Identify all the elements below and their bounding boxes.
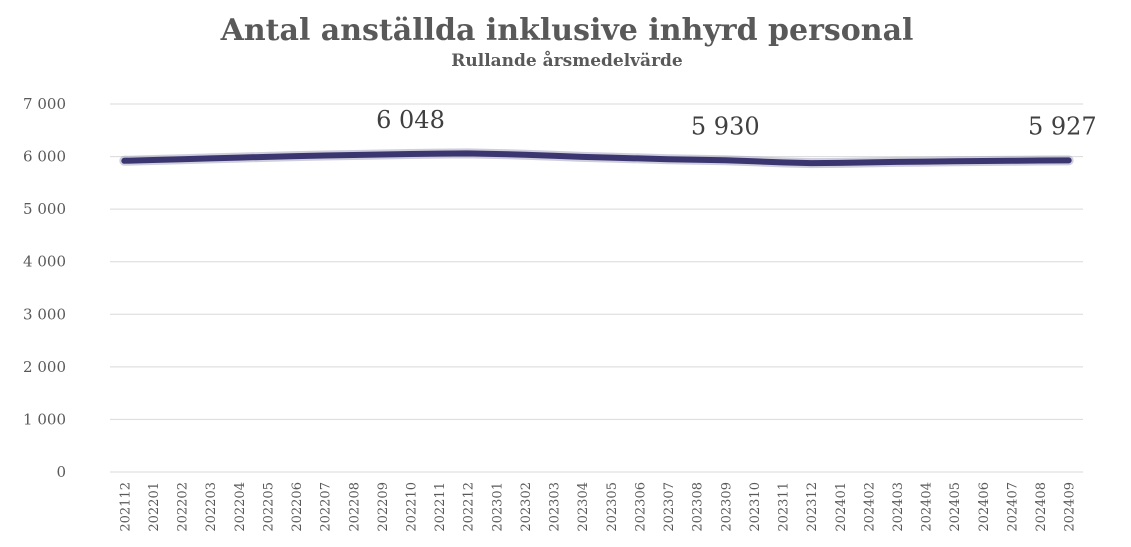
series-line	[121, 150, 1072, 167]
x-tick-label: 202407	[1005, 482, 1020, 532]
data-point	[1066, 158, 1071, 163]
x-tick-label: 202404	[920, 482, 935, 532]
y-tick-label: 6 000	[23, 148, 66, 166]
data-point	[322, 153, 327, 158]
x-tick-label: 202210	[404, 482, 419, 532]
x-tick-label: 202204	[233, 482, 248, 532]
x-tick-label: 202208	[347, 482, 362, 532]
chart-subtitle: Rullande årsmedelvärde	[451, 50, 683, 71]
y-axis-ticks: 0 1 000 2 000 3 000 4 000 5 000 6 000 7 000	[23, 95, 66, 481]
data-point	[923, 159, 928, 164]
data-point	[294, 154, 299, 159]
data-point	[866, 160, 871, 165]
series-layer	[119, 148, 1074, 169]
data-point	[952, 159, 957, 164]
y-tick-label: 1 000	[23, 410, 66, 428]
data-point	[723, 158, 728, 163]
x-tick-label: 202405	[948, 482, 963, 532]
data-point	[637, 156, 642, 161]
data-point	[608, 155, 613, 160]
x-tick-label: 202402	[862, 482, 877, 532]
x-tick-label: 202207	[319, 482, 334, 532]
x-tick-label: 202202	[176, 482, 191, 532]
data-label: 5 930	[691, 112, 760, 140]
x-tick-label: 202401	[834, 482, 849, 532]
data-point	[179, 157, 184, 162]
data-point	[351, 152, 356, 157]
x-tick-label: 202312	[805, 482, 820, 532]
data-label: 5 927	[1028, 112, 1097, 140]
data-point	[122, 158, 127, 163]
x-tick-label: 202311	[777, 482, 792, 532]
data-point	[437, 151, 442, 156]
y-tick-label: 7 000	[23, 95, 66, 113]
data-point	[751, 159, 756, 164]
y-tick-label: 4 000	[23, 253, 66, 271]
data-point	[465, 151, 470, 156]
data-point	[1009, 158, 1014, 163]
x-tick-label: 202209	[376, 482, 391, 532]
x-tick-label: 202302	[519, 482, 534, 532]
data-point	[551, 153, 556, 158]
x-tick-label: 202409	[1063, 482, 1078, 532]
x-tick-label: 202211	[433, 482, 448, 532]
x-tick-label: 202203	[204, 482, 219, 532]
data-point	[1038, 158, 1043, 163]
x-axis-ticks: 202112 202201 202202 202203 202204 202205 2022…	[118, 482, 1077, 532]
x-tick-label: 202406	[977, 482, 992, 532]
x-tick-label: 202403	[891, 482, 906, 532]
y-tick-label: 0	[56, 463, 66, 481]
x-tick-label: 202408	[1034, 482, 1049, 532]
data-point	[666, 157, 671, 162]
data-point	[379, 152, 384, 157]
y-tick-label: 5 000	[23, 200, 66, 218]
x-tick-label: 202306	[633, 482, 648, 532]
data-point	[208, 156, 213, 161]
x-tick-label: 202301	[490, 482, 505, 532]
data-point	[809, 161, 814, 166]
data-point	[150, 157, 155, 162]
y-tick-label: 2 000	[23, 358, 66, 376]
x-tick-label: 202303	[548, 482, 563, 532]
data-point	[780, 160, 785, 165]
data-point	[580, 154, 585, 159]
x-tick-label: 202307	[662, 482, 677, 532]
data-labels: 6 048 5 930 5 927	[376, 106, 1097, 140]
x-tick-label: 202304	[576, 482, 591, 532]
data-point	[494, 151, 499, 156]
data-point	[236, 155, 241, 160]
x-tick-label: 202309	[719, 482, 734, 532]
data-point	[894, 159, 899, 164]
data-point	[694, 157, 699, 162]
x-tick-label: 202305	[605, 482, 620, 532]
data-label: 6 048	[376, 106, 445, 134]
x-tick-label: 202201	[147, 482, 162, 532]
x-tick-label: 202212	[462, 482, 477, 532]
x-tick-label: 202310	[748, 482, 763, 532]
x-tick-label: 202206	[290, 482, 305, 532]
x-tick-label: 202205	[261, 482, 276, 532]
x-tick-label: 202112	[118, 482, 133, 532]
chart-title: Antal anställda inklusive inhyrd persona…	[220, 13, 914, 48]
x-tick-label: 202308	[691, 482, 706, 532]
data-point	[408, 152, 413, 157]
data-point	[980, 159, 985, 164]
data-point	[265, 154, 270, 159]
data-point	[522, 152, 527, 157]
y-tick-label: 3 000	[23, 305, 66, 323]
data-point	[837, 160, 842, 165]
